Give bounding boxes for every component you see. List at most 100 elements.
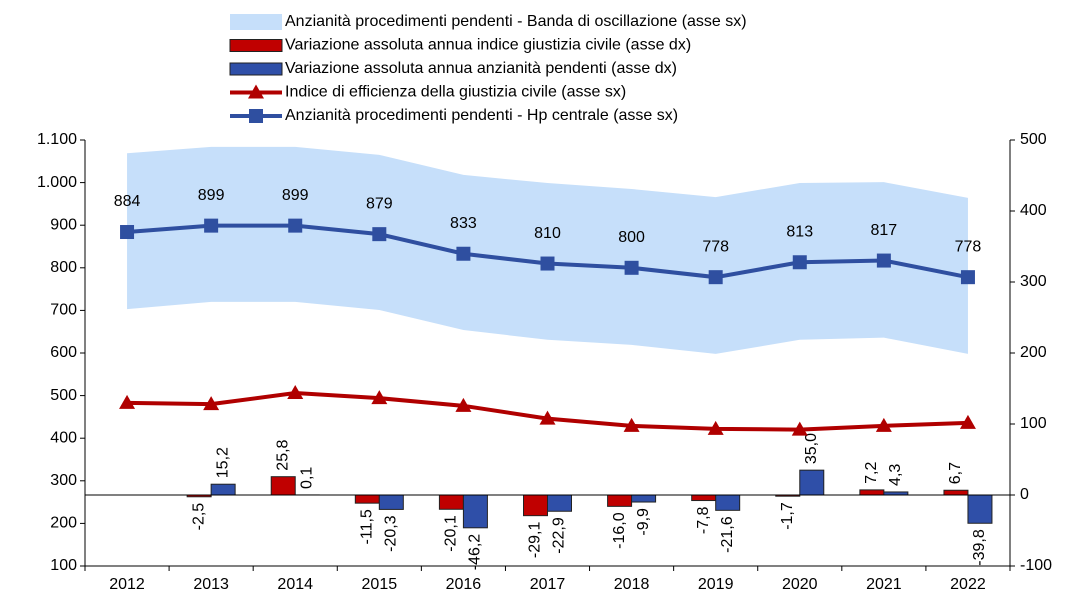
bar-value-label: -20,1	[443, 515, 460, 552]
point-value-label: 813	[786, 223, 813, 240]
square-marker	[708, 270, 723, 285]
bar	[523, 494, 548, 517]
bar	[462, 494, 488, 529]
square-marker	[792, 255, 807, 270]
legend-label: Anzianità procedimenti pendenti - Banda …	[285, 13, 747, 30]
y-tick-label: 1.000	[37, 174, 77, 191]
y2-tick-label: 200	[1020, 344, 1047, 361]
point-value-label: 899	[282, 187, 309, 204]
bar	[859, 489, 885, 496]
bar-value-label: -16,0	[611, 512, 628, 549]
bar	[691, 494, 717, 502]
bar-value-label: -7,8	[695, 506, 712, 534]
x-tick-label: 2020	[782, 576, 818, 593]
y-tick-label: 1.100	[37, 131, 77, 148]
bar-value-label: 4,3	[887, 464, 904, 486]
bar	[631, 494, 657, 503]
point-value-label: 833	[450, 215, 477, 232]
legend-label: Anzianità procedimenti pendenti - Hp cen…	[285, 107, 678, 124]
legend-label: Variazione assoluta annua anzianità pend…	[285, 60, 677, 77]
triangle-marker	[203, 396, 220, 411]
x-tick-label: 2018	[614, 576, 650, 593]
bar-value-label: 35,0	[803, 433, 820, 464]
oscillation-band	[127, 146, 968, 354]
point-value-label: 817	[871, 222, 898, 239]
bar	[967, 494, 993, 524]
bar	[378, 494, 404, 510]
bar-value-label: 25,8	[274, 439, 291, 470]
bar-value-label: -1,7	[779, 502, 796, 530]
bar-value-label: -46,2	[467, 534, 484, 571]
bar-value-label: 6,7	[947, 462, 964, 484]
bar	[210, 483, 236, 496]
bar	[799, 469, 825, 496]
legend-label: Variazione assoluta annua indice giustiz…	[285, 37, 691, 54]
bar	[607, 494, 633, 507]
square-marker	[876, 253, 891, 268]
triangle-marker	[287, 385, 304, 400]
legend-swatch	[230, 14, 282, 30]
y2-tick-label: -100	[1020, 557, 1052, 574]
y-tick-label: 500	[50, 387, 77, 404]
x-tick-label: 2015	[362, 576, 398, 593]
bar-value-label: 15,2	[214, 447, 231, 478]
triangle-marker	[875, 417, 892, 432]
bar-value-label: 7,2	[863, 462, 880, 484]
bar-value-label: -9,9	[635, 508, 652, 536]
legend-marker	[248, 84, 264, 99]
square-marker	[960, 270, 975, 285]
square-marker	[624, 260, 639, 275]
bar	[547, 494, 572, 512]
point-value-label: 778	[955, 238, 982, 255]
y-tick-label: 900	[50, 216, 77, 233]
bar-value-label: -21,6	[719, 516, 736, 553]
y-tick-label: 200	[50, 515, 77, 532]
bar-value-label: -2,5	[190, 503, 207, 531]
triangle-marker	[959, 414, 976, 429]
y2-tick-label: 400	[1020, 202, 1047, 219]
x-tick-label: 2019	[698, 576, 734, 593]
point-value-label: 899	[198, 187, 225, 204]
triangle-marker	[539, 410, 556, 425]
bar	[354, 494, 380, 504]
bar	[438, 494, 464, 510]
bar-value-label: -29,1	[527, 522, 544, 559]
bar	[715, 494, 741, 511]
square-marker	[120, 225, 135, 240]
bar	[943, 489, 969, 496]
y2-tick-label: 500	[1020, 131, 1047, 148]
square-marker	[372, 227, 387, 242]
point-value-label: 800	[618, 229, 645, 246]
overlay: -2,5 25,8 -11,5 -20,1 -29,1 -16,0 -7,8 -1,7 7,2 6…	[114, 187, 988, 570]
triangle-marker	[371, 390, 388, 405]
point-value-label: 778	[702, 238, 729, 255]
y-tick-label: 800	[50, 259, 77, 276]
point-value-label: 884	[114, 193, 141, 210]
point-value-label: 810	[534, 225, 561, 242]
y-tick-label: 600	[50, 344, 77, 361]
x-tick-label: 2012	[109, 576, 145, 593]
x-tick-label: 2017	[530, 576, 566, 593]
point-value-label: 879	[366, 195, 393, 212]
legend-swatch	[229, 62, 283, 76]
y-tick-label: 400	[50, 429, 77, 446]
y2-tick-label: 300	[1020, 273, 1047, 290]
x-tick-label: 2014	[277, 576, 313, 593]
bar-value-label: -11,5	[359, 509, 376, 544]
triangle-marker	[707, 420, 724, 435]
legend-marker	[249, 109, 263, 123]
square-marker	[540, 256, 555, 271]
y-tick-label: 300	[50, 472, 77, 489]
triangle-marker	[791, 421, 808, 436]
y2-tick-label: 100	[1020, 415, 1047, 432]
bar-value-label: 0,1	[298, 467, 315, 489]
bar-value-label: -20,3	[383, 515, 400, 552]
y-tick-label: 700	[50, 302, 77, 319]
legend-swatch	[229, 39, 283, 52]
x-tick-label: 2013	[193, 576, 229, 593]
x-tick-label: 2021	[866, 576, 902, 593]
legend-label: Indice di efficienza della giustizia civ…	[285, 84, 626, 101]
triangle-marker	[455, 397, 472, 412]
square-marker	[456, 246, 471, 261]
